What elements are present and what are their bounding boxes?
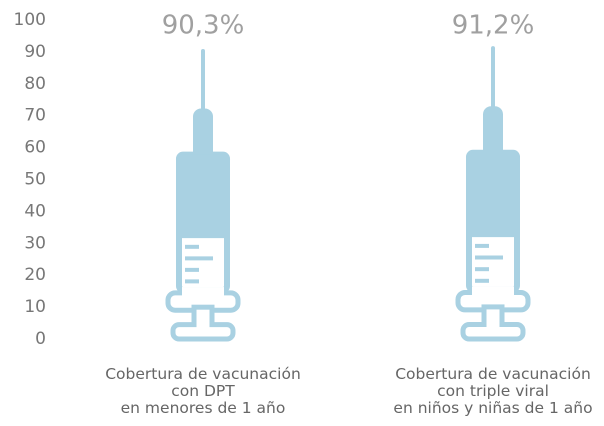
syringe	[455, 46, 531, 342]
y-tick-label: 90	[24, 42, 46, 62]
barrel-fill	[466, 152, 520, 238]
y-tick-label: 60	[24, 138, 46, 158]
y-tick-label: 80	[24, 74, 46, 94]
flange-mask	[182, 287, 224, 308]
hub	[483, 106, 503, 159]
hub	[193, 108, 213, 161]
y-tick-label: 100	[14, 10, 46, 30]
y-tick-label: 10	[24, 297, 46, 317]
base-mask	[486, 320, 500, 329]
y-tick-label: 40	[24, 201, 46, 221]
value-label: 91,2%	[452, 11, 535, 41]
syringe	[165, 48, 241, 342]
category-label: Cobertura de vacunación con DPT en menor…	[105, 365, 301, 417]
y-tick-label: 20	[24, 265, 46, 285]
y-tick-label: 50	[24, 170, 46, 190]
barrel-fill	[176, 154, 230, 239]
y-tick-label: 0	[35, 329, 46, 349]
y-tick-label: 30	[24, 233, 46, 253]
category-label: Cobertura de vacunación con triple viral…	[393, 365, 593, 417]
y-tick-label: 70	[24, 106, 46, 126]
value-label: 90,3%	[162, 11, 245, 41]
base-mask	[196, 320, 210, 329]
flange-mask	[472, 286, 514, 307]
